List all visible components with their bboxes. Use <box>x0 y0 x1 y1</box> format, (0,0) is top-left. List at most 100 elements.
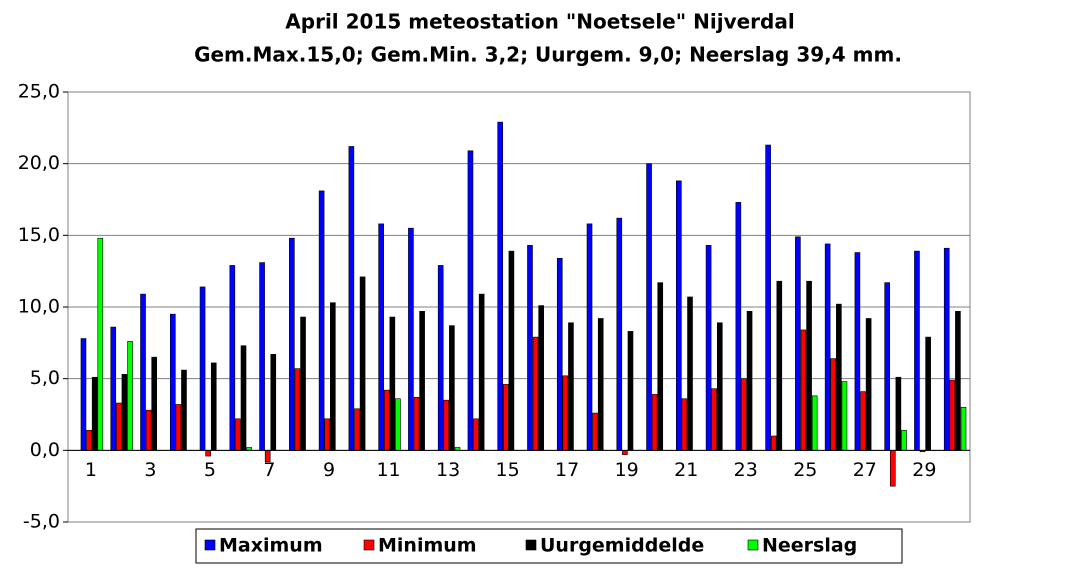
x-tick-label: 11 <box>376 459 400 481</box>
chart-subtitle: Gem.Max.15,0; Gem.Min. 3,2; Uurgem. 9,0;… <box>194 43 902 67</box>
bar <box>676 180 682 451</box>
x-tick-label: 3 <box>144 459 156 481</box>
bar <box>503 384 509 451</box>
bar <box>681 398 688 451</box>
bar <box>830 358 837 451</box>
bar <box>210 362 217 451</box>
bar <box>300 316 306 451</box>
bar <box>86 429 92 451</box>
bar <box>538 305 544 451</box>
bar <box>741 378 747 451</box>
bar <box>354 408 360 451</box>
x-tick-label: 29 <box>912 459 936 481</box>
x-tick-label: 27 <box>853 459 877 481</box>
bar <box>854 252 861 451</box>
bar <box>925 336 931 451</box>
x-tick-label: 15 <box>496 459 520 481</box>
bar <box>508 250 515 451</box>
bar <box>97 237 104 451</box>
bar <box>705 245 712 451</box>
y-tick-label: 5,0 <box>30 367 60 389</box>
x-tick-label: 5 <box>204 459 216 481</box>
bar <box>865 318 872 451</box>
bar <box>860 391 866 451</box>
bar <box>229 265 236 451</box>
legend <box>195 528 903 564</box>
legend-label: Maximum <box>219 535 323 557</box>
legend-label: Neerslag <box>762 535 857 557</box>
bar <box>657 282 664 451</box>
bar <box>330 302 336 451</box>
bar <box>270 353 277 451</box>
bar <box>389 316 396 451</box>
bar <box>735 202 742 451</box>
bar <box>884 282 890 451</box>
legend-swatch <box>747 539 759 551</box>
bar <box>586 223 593 451</box>
bar <box>687 296 693 451</box>
bar <box>841 381 848 451</box>
bar <box>770 435 777 451</box>
x-tick-label: 21 <box>674 459 698 481</box>
bar <box>467 150 474 451</box>
x-tick-label: 17 <box>555 459 579 481</box>
bar <box>181 369 187 451</box>
bar <box>140 293 146 451</box>
bar <box>746 310 753 451</box>
legend-label: Uurgemiddelde <box>540 535 704 557</box>
bar <box>199 286 206 451</box>
bar <box>811 395 818 451</box>
bar <box>408 227 414 451</box>
y-tick-label: -5,0 <box>23 511 60 533</box>
bar <box>889 450 896 487</box>
bar <box>836 303 842 451</box>
bar <box>895 376 902 451</box>
bar <box>597 318 604 451</box>
y-tick-label: 25,0 <box>18 81 60 103</box>
bar <box>259 262 265 451</box>
bar <box>294 368 301 451</box>
bar <box>205 450 211 457</box>
bar <box>437 265 444 451</box>
bar <box>116 402 122 451</box>
x-tick-label: 23 <box>734 459 758 481</box>
bar <box>121 374 128 451</box>
bar <box>80 338 87 451</box>
bar <box>806 280 812 451</box>
bar <box>646 163 652 451</box>
bar <box>264 450 271 463</box>
legend-swatch <box>525 539 537 551</box>
legend-label: Minimum <box>378 535 477 557</box>
bar <box>110 326 117 451</box>
bar <box>359 276 366 451</box>
bar <box>175 404 182 451</box>
bar <box>497 121 504 451</box>
bar <box>127 341 133 451</box>
bar <box>556 257 563 451</box>
x-tick-label: 13 <box>436 459 460 481</box>
bar <box>91 376 98 451</box>
bar <box>532 336 539 451</box>
bar <box>395 398 401 451</box>
bar <box>443 399 450 451</box>
x-tick-label: 25 <box>793 459 817 481</box>
bar <box>348 146 355 451</box>
x-tick-label: 7 <box>263 459 275 481</box>
x-tick-label: 9 <box>323 459 335 481</box>
bar <box>800 329 807 451</box>
bar <box>169 313 176 451</box>
bar <box>960 407 967 451</box>
bar <box>413 396 420 451</box>
y-tick-label: 10,0 <box>18 296 60 318</box>
bar <box>235 418 241 451</box>
chart-title: April 2015 meteostation "Noetsele" Nijve… <box>285 10 794 34</box>
bar <box>383 389 390 451</box>
bar <box>955 310 961 451</box>
bar <box>592 412 598 451</box>
legend-swatch <box>204 539 216 551</box>
legend-swatch <box>363 539 375 551</box>
bar <box>289 237 295 451</box>
bar <box>478 293 485 451</box>
bar <box>378 223 384 451</box>
